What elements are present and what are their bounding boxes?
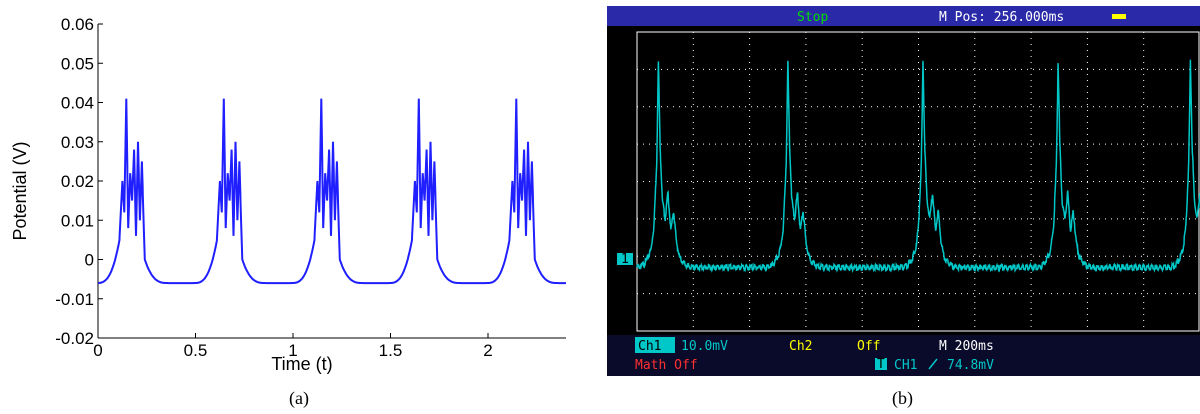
x-tick-label-a: 0 — [93, 341, 102, 360]
usb-icon — [1112, 14, 1126, 19]
trigger-slope-icon — [928, 358, 938, 370]
scope-background — [607, 6, 1200, 376]
series-line-a — [98, 98, 566, 285]
caption-a: (a) — [289, 388, 309, 408]
channel-marker — [617, 253, 633, 265]
y-tick-label-a: 0.01 — [61, 211, 94, 230]
scope-mpos: M Pos: 256.000ms — [939, 10, 1064, 25]
y-tick-label-a: 0.05 — [61, 54, 94, 73]
x-tick-label-a: 2 — [483, 341, 492, 360]
ch2-state: Off — [857, 339, 880, 354]
scope-header-bar — [607, 6, 1200, 26]
channel-marker-label: 1 — [621, 252, 629, 267]
x-tick-label-a: 1.5 — [379, 341, 403, 360]
trigger-level: 74.8mV — [947, 358, 994, 373]
y-tick-label-a: -0.01 — [55, 290, 94, 309]
chart-b-oscilloscope: Stop M Pos: 256.000ms 1 Ch1 10.0mV Ch2 Off M 20… — [607, 6, 1200, 376]
y-tick-label-a: 0.04 — [61, 94, 94, 113]
scope-status: Stop — [797, 10, 828, 25]
x-tick-label-a: 0.5 — [184, 341, 208, 360]
y-tick-label-a: 0.06 — [61, 15, 94, 34]
chart-a: -0.02 -0.01 0 0.01 0.02 0.03 0.04 0.05 0.06 0 0.5 1… — [10, 15, 566, 374]
y-tick-label-a: -0.02 — [55, 329, 94, 348]
caption-b: (b) — [892, 388, 913, 408]
scope-trace — [636, 59, 1200, 274]
x-axis-label-a: Time (t) — [271, 354, 332, 374]
x-tick-label-a: 1 — [288, 341, 297, 360]
ch1-scale: 10.0mV — [681, 339, 728, 354]
ch1-label: Ch1 — [638, 339, 661, 354]
trigger-source: CH1 — [894, 358, 917, 373]
math-state: Math Off — [635, 358, 698, 373]
trigger-icon-label: T — [877, 357, 885, 372]
y-axis-label-a: Potential (V) — [10, 141, 30, 240]
scope-footer — [607, 335, 1200, 376]
timebase: M 200ms — [939, 339, 994, 354]
ch1-label-bg — [635, 337, 675, 353]
ch2-label: Ch2 — [789, 339, 812, 354]
y-tick-label-a: 0.03 — [61, 133, 94, 152]
trigger-icon — [875, 358, 887, 370]
y-tick-label-a: 0 — [85, 251, 94, 270]
y-tick-label-a: 0.02 — [61, 172, 94, 191]
